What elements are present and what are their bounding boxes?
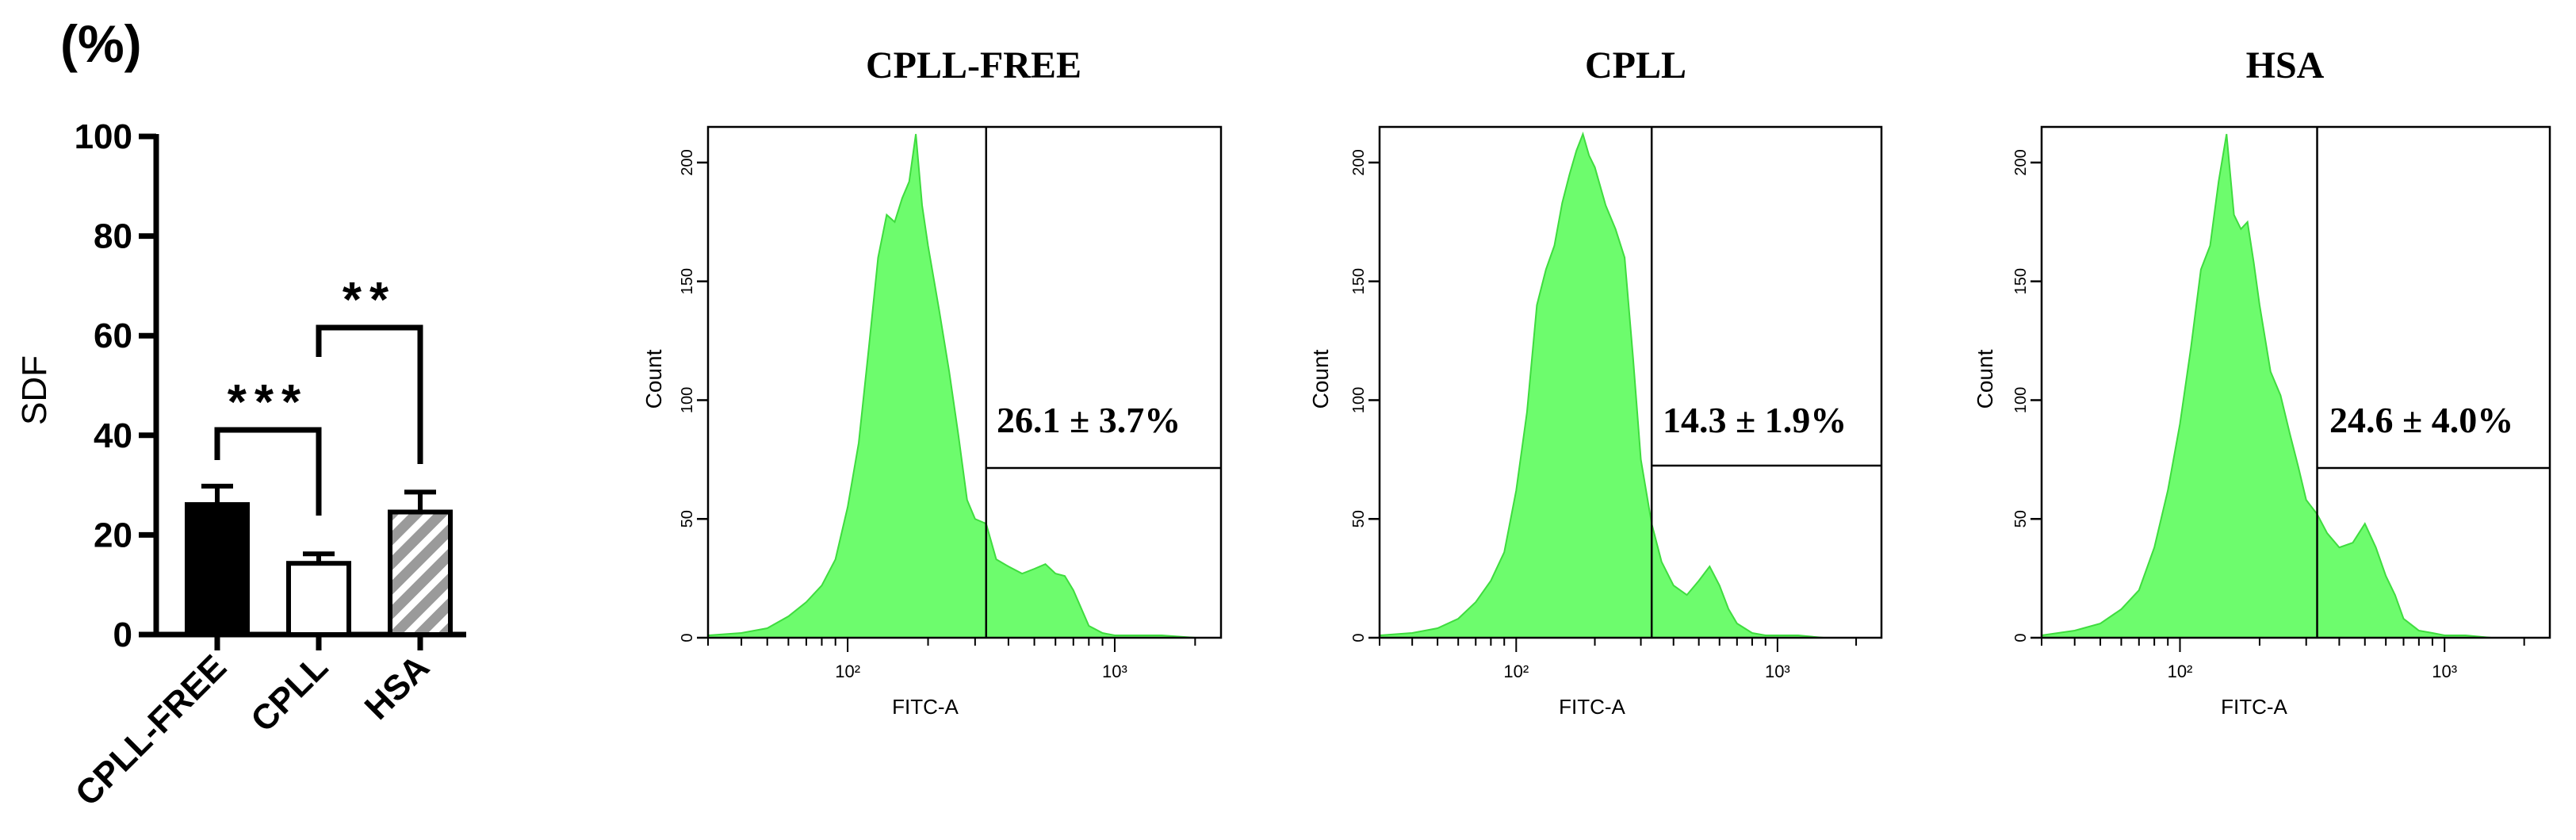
bar-y-tick-label: 100 (75, 117, 132, 156)
bar (185, 502, 250, 637)
bar-y-tick-label: 60 (94, 316, 132, 355)
histogram-y-tick-label: 200 (1350, 149, 1368, 175)
bar-category-label: CPLL (243, 647, 335, 739)
histogram-x-tick-label: 10² (2168, 662, 2193, 681)
significance-stars: *** (228, 375, 308, 430)
histogram-y-tick-label: 0 (2012, 633, 2030, 642)
histogram-x-axis-label: FITC-A (892, 695, 959, 719)
histogram-x-axis-label: FITC-A (1559, 695, 1625, 719)
histogram-y-tick-label: 200 (679, 149, 696, 175)
histogram-y-tick-label: 50 (2012, 510, 2030, 527)
histogram-cpll: CPLL FITC-A Count 14.3 ± 1.9% 0 50 100 150 2… (1308, 44, 1883, 719)
histogram-frame (706, 125, 1223, 639)
bar (286, 561, 351, 637)
significance-stars: ** (343, 273, 396, 328)
bar-y-tick-label: 80 (94, 217, 132, 256)
unit-label: (%) (60, 14, 142, 73)
histogram-y-tick-label: 50 (1350, 510, 1368, 527)
histogram-title: CPLL-FREE (866, 44, 1081, 86)
histogram-x-tick-label: 10² (835, 662, 860, 681)
bar-y-axis-label: SDF (15, 355, 54, 425)
histogram-y-axis-label: Count (641, 349, 666, 408)
histogram-x-axis-label: FITC-A (2221, 695, 2287, 719)
histogram-x-tick-label: 10³ (1765, 662, 1790, 681)
histogram-y-tick-label: 100 (679, 387, 696, 413)
histogram-title: HSA (2246, 44, 2325, 86)
histogram-y-axis-label: Count (1308, 349, 1333, 408)
gate-percentage-label: 14.3 ± 1.9% (1663, 400, 1847, 440)
bar-category-label: CPLL-FREE (68, 647, 234, 813)
histogram-x-tick-label: 10³ (1102, 662, 1127, 681)
histogram-cpll-free: CPLL-FREE FITC-A Count 26.1 ± 3.7% 0 50 10… (641, 44, 1223, 719)
histogram-y-tick-label: 0 (679, 633, 696, 642)
histogram-y-tick-label: 200 (2012, 149, 2030, 175)
gate-percentage-label: 26.1 ± 3.7% (997, 400, 1181, 440)
histogram-frame (2040, 125, 2551, 639)
significance-bracket (316, 324, 423, 464)
histogram-hsa: HSA FITC-A Count 24.6 ± 4.0% 0 50 100 150 20… (1973, 44, 2551, 719)
histogram-frame (1378, 125, 1883, 639)
gate-percentage-label: 24.6 ± 4.0% (2329, 400, 2513, 440)
histogram-area (2041, 133, 2550, 639)
histogram-plot-area: 0 50 100 150 200 10² 10³ (679, 125, 1223, 681)
bar-category-label: HSA (358, 647, 437, 727)
histogram-y-tick-label: 150 (1350, 268, 1368, 294)
histogram-y-tick-label: 0 (1350, 633, 1368, 642)
histogram-plot-area: 0 50 100 150 200 10² 10³ (2012, 125, 2551, 681)
bar-y-tick-label: 40 (94, 416, 132, 455)
histogram-y-tick-label: 150 (679, 268, 696, 294)
histogram-y-tick-label: 50 (679, 510, 696, 527)
bar (388, 509, 453, 638)
bar-y-tick-label: 0 (113, 616, 132, 654)
histogram-area (707, 133, 1221, 639)
histogram-y-tick-label: 100 (2012, 387, 2030, 413)
histogram-area (1379, 131, 1881, 639)
bar-y-tick-label: 20 (94, 516, 132, 554)
histogram-y-axis-label: Count (1973, 349, 1997, 408)
histogram-title: CPLL (1585, 44, 1686, 86)
histogram-x-tick-label: 10³ (2432, 662, 2457, 681)
histogram-y-tick-label: 150 (2012, 268, 2030, 294)
significance-bracket (214, 427, 322, 516)
histogram-plot-area: 0 50 100 150 200 10² 10³ (1350, 125, 1883, 681)
histogram-x-tick-label: 10² (1503, 662, 1529, 681)
histogram-y-tick-label: 100 (1350, 387, 1368, 413)
